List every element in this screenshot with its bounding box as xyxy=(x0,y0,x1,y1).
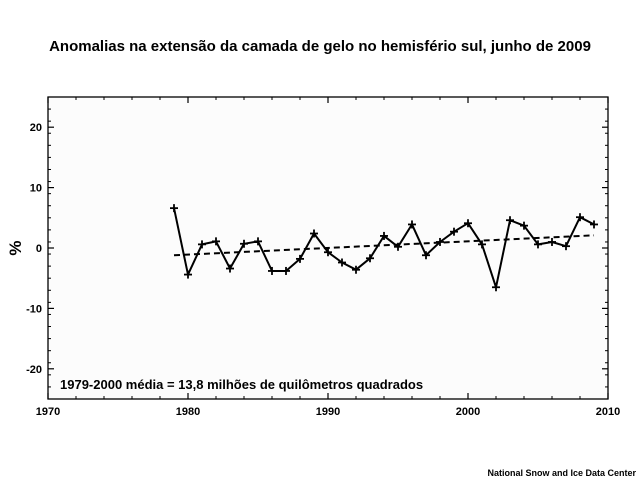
data-point xyxy=(450,227,458,236)
x-tick-label: 1980 xyxy=(176,406,200,418)
chart-annotation: 1979-2000 média = 13,8 milhões de quilôm… xyxy=(60,377,423,392)
data-point xyxy=(296,254,304,263)
y-tick-label: -10 xyxy=(26,303,42,315)
chart-title: Anomalias na extensão da camada de gelo … xyxy=(49,38,591,55)
data-point xyxy=(464,219,472,228)
data-point xyxy=(352,265,360,274)
data-point xyxy=(506,216,514,225)
data-point xyxy=(408,220,416,229)
trend-line xyxy=(173,234,595,257)
data-point xyxy=(170,204,178,213)
data-point xyxy=(324,248,332,257)
data-point xyxy=(590,220,598,229)
y-tick-label: 20 xyxy=(30,122,42,134)
x-tick-label: 2000 xyxy=(456,406,480,418)
data-point xyxy=(562,242,570,251)
data-point xyxy=(226,264,234,273)
data-point xyxy=(268,266,276,275)
data-point xyxy=(548,237,556,246)
y-axis-label: % xyxy=(6,240,25,255)
data-point xyxy=(394,242,402,251)
x-tick-label: 1990 xyxy=(316,406,340,418)
data-point xyxy=(534,240,542,249)
data-point xyxy=(282,266,290,275)
source-credit: National Snow and Ice Data Center xyxy=(487,468,636,478)
data-point xyxy=(520,221,528,230)
data-point xyxy=(576,213,584,222)
data-point xyxy=(240,239,248,248)
data-point xyxy=(254,237,262,246)
data-point xyxy=(492,283,500,292)
plot-frame xyxy=(47,96,609,400)
data-point xyxy=(422,251,430,260)
data-point xyxy=(212,237,220,246)
data-point xyxy=(198,240,206,249)
y-tick-label: -20 xyxy=(26,364,42,376)
x-tick-label: 2010 xyxy=(596,406,620,418)
data-point xyxy=(366,254,374,263)
data-point xyxy=(338,258,346,267)
y-tick-label: 0 xyxy=(36,243,42,255)
x-tick-label: 1970 xyxy=(36,406,60,418)
data-point xyxy=(436,237,444,246)
y-tick-label: 10 xyxy=(30,183,42,195)
data-point xyxy=(478,240,486,249)
data-point xyxy=(310,229,318,238)
data-point xyxy=(380,231,388,240)
data-point xyxy=(184,270,192,279)
